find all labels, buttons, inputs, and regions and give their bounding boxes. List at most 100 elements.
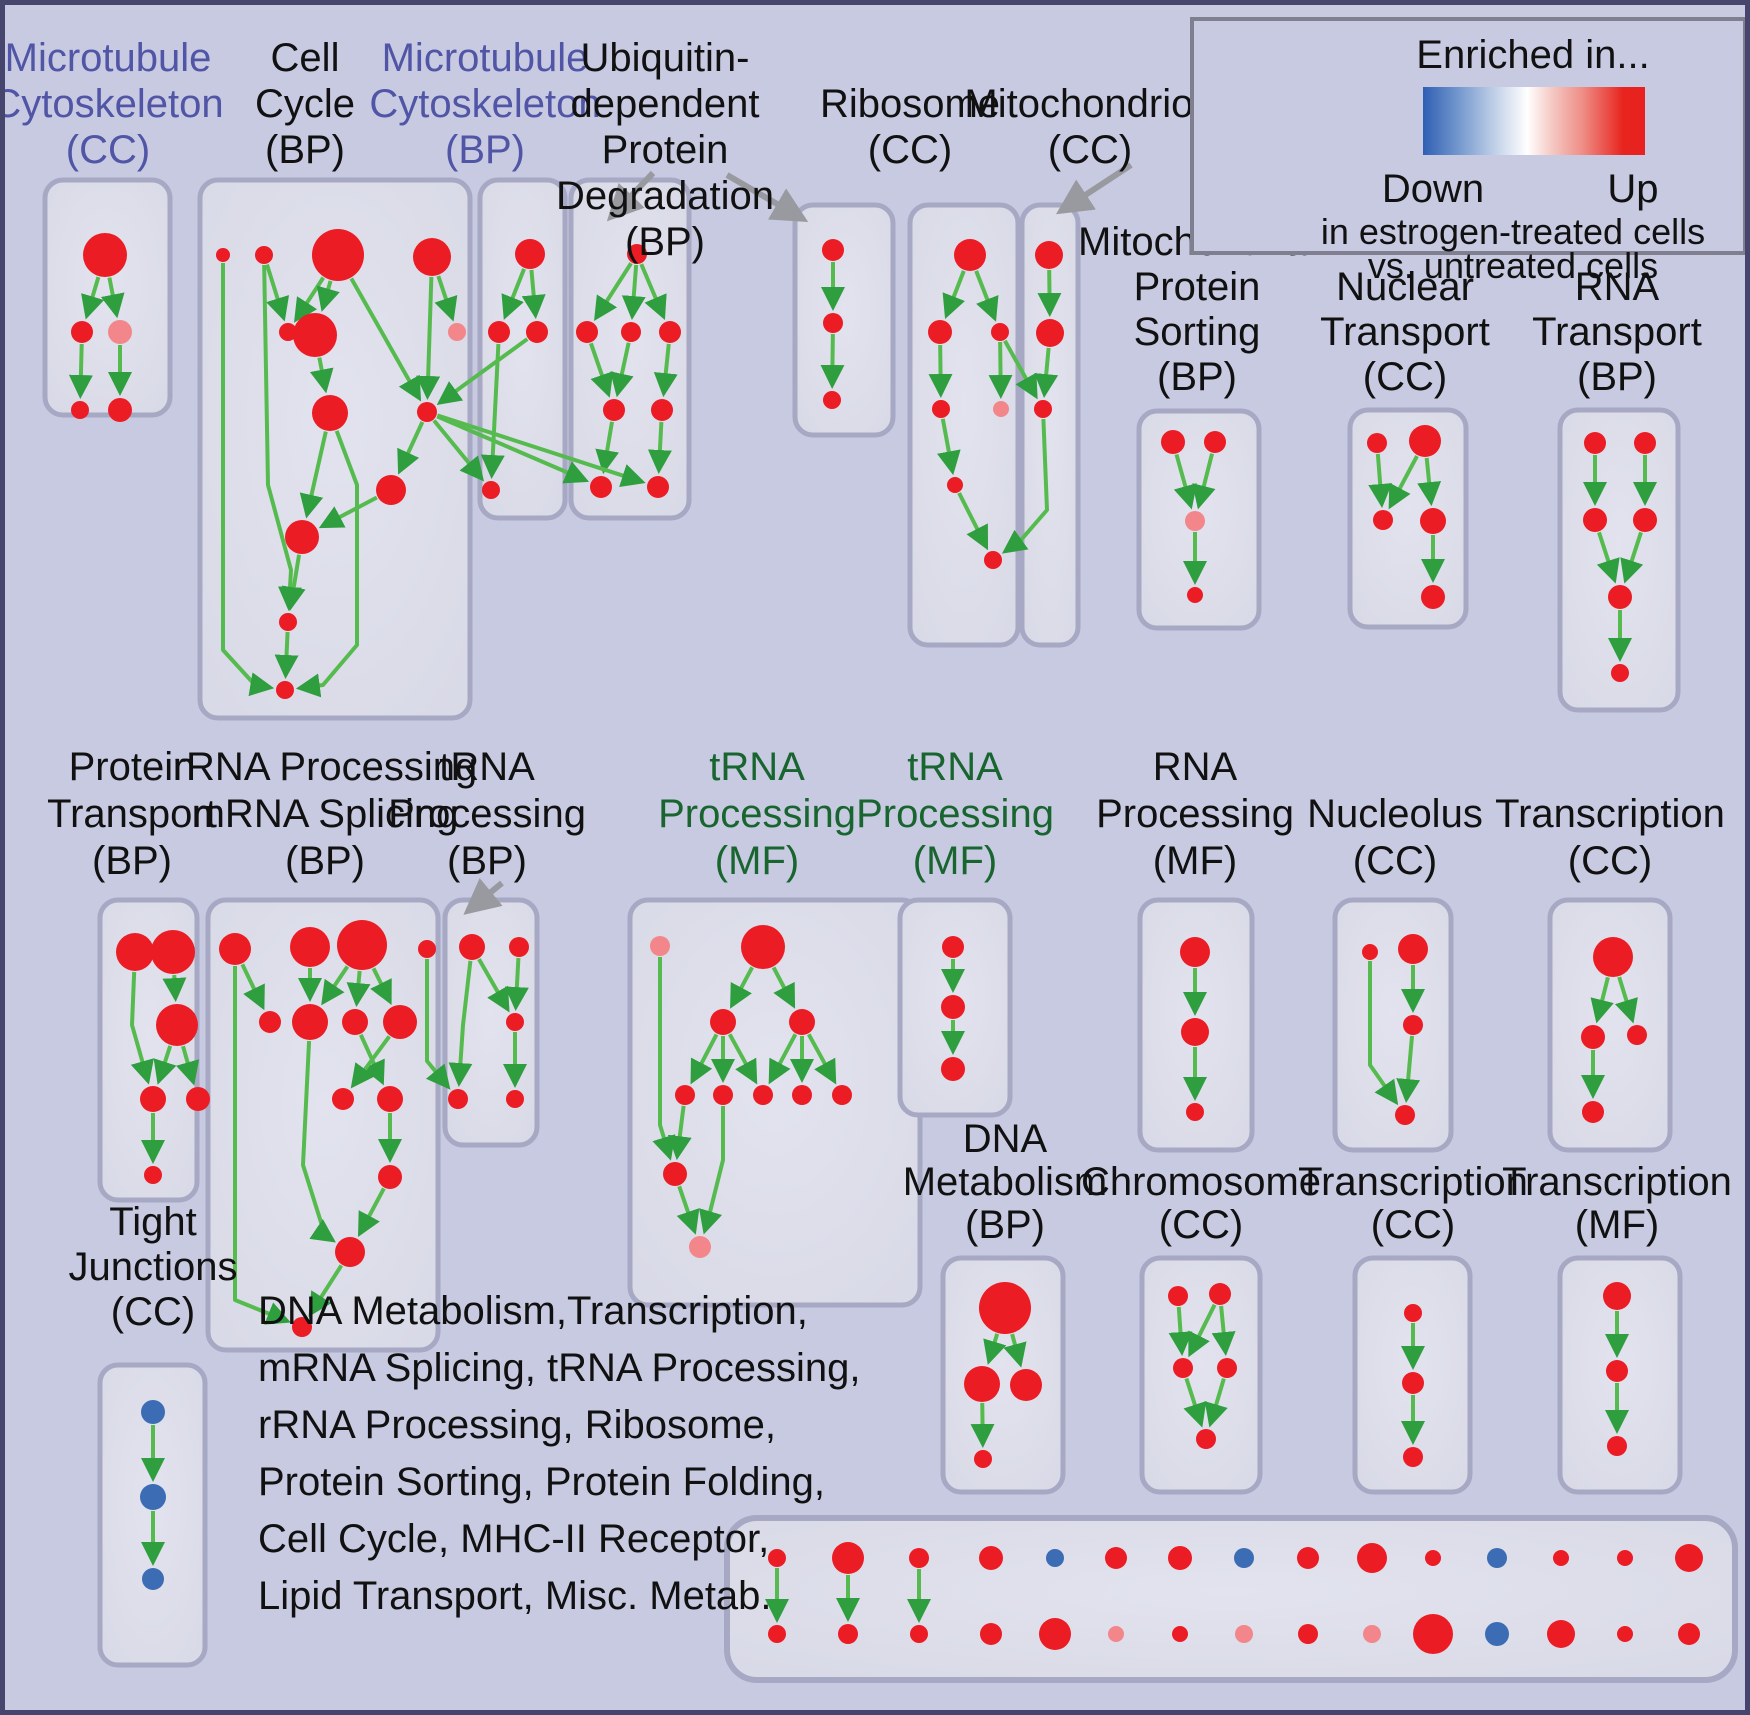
node-trna-processing-mf-large-PT xyxy=(650,936,670,956)
node-chromosome-cc-TL xyxy=(1168,1286,1188,1306)
edge xyxy=(425,959,451,1090)
node-nucleolus-cc-TS xyxy=(1362,944,1378,960)
edge xyxy=(68,343,93,400)
node-tight-junctions-cc-B xyxy=(140,1484,166,1510)
node-trna-processing-mf-large-L2 xyxy=(713,1085,733,1105)
node-cell-cycle-bp-a xyxy=(216,248,230,262)
node-summary-b4 xyxy=(1039,1618,1071,1650)
edge xyxy=(240,963,265,1011)
node-summary-b8 xyxy=(1298,1624,1318,1644)
group-label-transcription-cc-lower: Transcription (CC) xyxy=(1298,1160,1528,1247)
node-transcription-cc-upper-MR xyxy=(1627,1025,1647,1045)
edge xyxy=(820,333,845,390)
legend-context-line1: in estrogen-treated cells xyxy=(1320,211,1706,252)
edge xyxy=(1590,976,1614,1024)
node-ubiquitin-degradation-bp-1-L2 xyxy=(651,399,673,421)
node-nuclear-transport-cc-BT xyxy=(1421,585,1445,609)
node-summary-b1 xyxy=(838,1624,858,1644)
node-protein-transport-bp-T1 xyxy=(116,933,154,971)
edge xyxy=(594,262,633,322)
node-mitochondrial-protein-sorting-bp-TR xyxy=(1204,431,1226,453)
edge xyxy=(265,263,290,322)
node-protein-transport-bp-MD xyxy=(156,1004,198,1046)
node-microtubule-cytoskeleton-cc-D xyxy=(71,401,89,419)
node-cell-cycle-bp-c xyxy=(312,229,364,281)
edge xyxy=(281,554,306,612)
node-ubiquitin-degradation-bp-2-A xyxy=(822,239,844,261)
node-chromosome-cc-MR xyxy=(1217,1358,1237,1378)
edge xyxy=(970,1402,995,1449)
node-nucleolus-cc-TB xyxy=(1398,934,1428,964)
node-rna-transport-bp-BT xyxy=(1611,664,1629,682)
node-trna-processing-mf-large-PB xyxy=(689,1236,711,1258)
edge xyxy=(346,970,371,1008)
edge xyxy=(1037,269,1062,318)
edge xyxy=(652,957,676,1161)
node-rrna-processing-mrna-splicing-bp-A xyxy=(219,933,251,965)
node-tight-junctions-cc-A xyxy=(141,1400,165,1424)
annotation-pointer-arrow xyxy=(1055,162,1133,215)
edge xyxy=(1192,453,1216,510)
edge xyxy=(1183,1377,1207,1428)
node-summary-b11 xyxy=(1485,1622,1509,1646)
group-label-dna-metabolism-bp: DNA Metabolism (BP) xyxy=(903,1117,1108,1247)
edge xyxy=(436,337,529,405)
node-ribosome-cc-T xyxy=(954,239,986,271)
network-svg: Microtubule Cytoskeleton (CC) Cell Cycle (BP)… xyxy=(5,36,1738,1683)
node-trna-processing-mf-small-C xyxy=(941,1057,965,1081)
edge xyxy=(983,1333,1007,1365)
legend-panel: Enriched in... Down Up in estrogen-treat… xyxy=(1190,17,1745,286)
node-rrna-processing-mrna-splicing-bp-E xyxy=(259,1011,281,1033)
node-dna-metabolism-bp-ML xyxy=(964,1366,1000,1402)
cluster-box-protein-transport-bp xyxy=(97,897,200,1203)
cluster-annotation-text: DNA Metabolism,Transcription, mRNA Splic… xyxy=(258,1289,861,1618)
node-cell-cycle-bp-d xyxy=(413,238,451,276)
node-rrna-processing-mrna-splicing-bp-M xyxy=(292,1317,312,1337)
edge xyxy=(501,268,526,320)
edge xyxy=(295,430,359,698)
node-rrna-processing-mrna-splicing-bp-L xyxy=(335,1237,365,1267)
group-label-nucleolus-cc: Nucleolus (CC) xyxy=(1307,792,1483,883)
node-rna-transport-bp-ML xyxy=(1583,508,1607,532)
edge xyxy=(480,343,505,480)
edge xyxy=(653,343,678,398)
node-rrna-processing-mrna-splicing-bp-H xyxy=(383,1005,417,1039)
edge xyxy=(308,1264,344,1317)
node-rna-transport-bp-MR xyxy=(1633,508,1657,532)
edge xyxy=(768,1033,798,1085)
cluster-box-mixed-summary xyxy=(724,1515,1738,1683)
node-rrna-processing-mrna-splicing-bp-G xyxy=(342,1009,368,1035)
edge xyxy=(1417,457,1442,507)
node-summary-t8 xyxy=(1297,1547,1319,1569)
edge xyxy=(667,1105,692,1161)
legend-context-line2: vs. untreated cells xyxy=(1367,245,1659,286)
group-label-protein-transport-bp: Protein Transport (BP) xyxy=(47,745,217,883)
node-microtubule-cytoskeleton-bp-MR xyxy=(526,321,548,343)
node-cell-cycle-bp-h xyxy=(312,395,348,431)
node-cell-cycle-bp-j xyxy=(376,475,406,505)
edge xyxy=(1204,1377,1228,1428)
node-trna-processing-bp-MD xyxy=(506,1013,524,1031)
node-summary-b14 xyxy=(1678,1623,1700,1645)
edge xyxy=(1001,418,1049,554)
node-cell-cycle-bp-g xyxy=(448,323,466,341)
node-mitochondrion-cc-M xyxy=(1036,319,1064,347)
node-microtubule-cytoskeleton-cc-B xyxy=(71,321,93,343)
node-ubiquitin-degradation-bp-2-C xyxy=(823,391,841,409)
group-label-trna-processing-bp: tRNA Processing (BP) xyxy=(388,745,586,883)
legend-title: Enriched in... xyxy=(1416,33,1650,77)
node-transcription-cc-lower-M xyxy=(1402,1372,1424,1394)
edge xyxy=(436,413,646,487)
node-chromosome-cc-TR xyxy=(1209,1283,1231,1305)
node-rrna-processing-mrna-splicing-bp-C xyxy=(337,920,387,970)
edge xyxy=(358,1187,386,1237)
node-transcription-cc-upper-BT xyxy=(1582,1101,1604,1123)
edge xyxy=(504,957,529,1012)
node-transcription-cc-lower-B xyxy=(1403,1447,1423,1467)
edge xyxy=(432,419,485,482)
edge xyxy=(589,342,614,398)
group-label-rrna-processing-mrna-splicing-bp: rRNA Processing mRNA Splicing (BP) xyxy=(173,745,478,883)
node-protein-transport-bp-T2 xyxy=(151,930,195,974)
node-cell-cycle-bp-m xyxy=(276,681,294,699)
node-summary-t10 xyxy=(1425,1550,1441,1566)
